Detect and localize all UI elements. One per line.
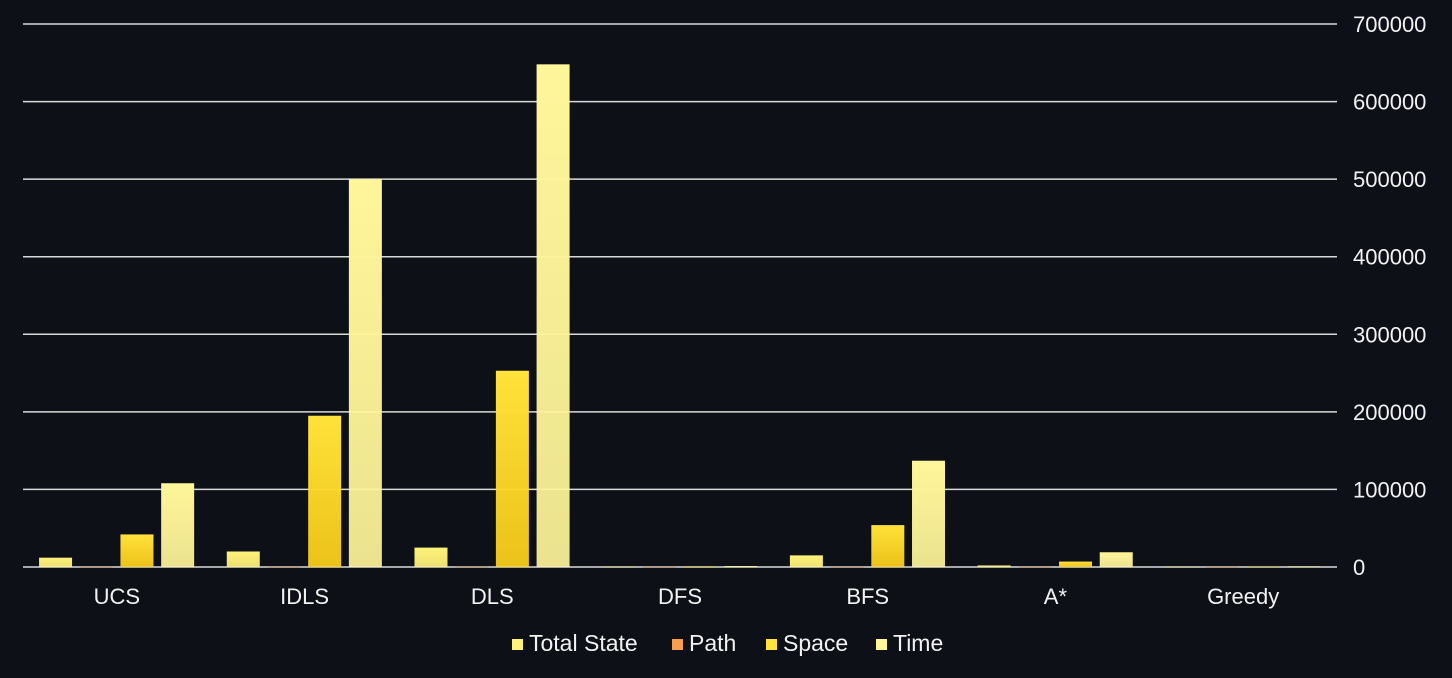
- x-tick-label: IDLS: [280, 584, 329, 609]
- legend-swatch: [766, 639, 777, 650]
- y-tick-label: 300000: [1353, 322, 1426, 347]
- legend: Total State Path Space Time: [512, 630, 943, 656]
- bar-path-a: [1018, 566, 1052, 568]
- y-tick-label: 0: [1353, 555, 1365, 580]
- x-tick-label: DLS: [471, 584, 514, 609]
- bar-path-dfs: [642, 566, 676, 568]
- bar-total-state-ucs: [39, 557, 73, 567]
- bars: [39, 64, 1321, 568]
- x-tick-label: UCS: [94, 584, 140, 609]
- bar-space-a: [1059, 561, 1093, 567]
- legend-item-space: Space: [766, 630, 848, 656]
- x-tick-label: A*: [1044, 584, 1068, 609]
- bar-total-state-bfs: [789, 555, 823, 567]
- x-tick-label: BFS: [846, 584, 889, 609]
- y-tick-label: 400000: [1353, 245, 1426, 270]
- bar-time-a: [1099, 552, 1133, 567]
- bar-path-idls: [267, 566, 301, 568]
- bar-space-ucs: [120, 534, 154, 567]
- bar-space-dls: [495, 370, 529, 567]
- legend-label: Path: [689, 630, 736, 656]
- legend-swatch: [876, 639, 887, 650]
- legend-label: Space: [783, 630, 848, 656]
- bar-time-bfs: [912, 460, 946, 567]
- bar-time-dfs: [724, 566, 758, 567]
- x-tick-label: DFS: [658, 584, 702, 609]
- bar-path-greedy: [1206, 566, 1240, 568]
- y-tick-label: 600000: [1353, 90, 1426, 115]
- bar-path-bfs: [830, 566, 864, 568]
- legend-swatch: [512, 639, 523, 650]
- x-axis: UCS IDLS DLS DFS BFS A* Greedy: [94, 584, 1280, 609]
- legend-swatch: [672, 639, 683, 650]
- y-axis: 0 100000 200000 300000 400000 500000 600000 700…: [1353, 12, 1426, 580]
- bar-total-state-idls: [226, 551, 260, 567]
- y-tick-label: 700000: [1353, 12, 1426, 37]
- bar-total-state-dfs: [602, 566, 636, 568]
- bar-space-idls: [308, 415, 342, 567]
- bar-space-bfs: [871, 525, 905, 567]
- bar-path-dls: [455, 566, 489, 568]
- bar-total-state-a: [977, 565, 1011, 567]
- bar-time-dls: [536, 64, 570, 567]
- legend-item-path: Path: [672, 630, 736, 656]
- gridlines: [23, 23, 1337, 568]
- legend-label: Total State: [529, 630, 638, 656]
- legend-item-total-state: Total State: [512, 630, 638, 656]
- legend-item-time: Time: [876, 630, 943, 656]
- y-tick-label: 100000: [1353, 477, 1426, 502]
- bar-space-dfs: [683, 566, 717, 567]
- y-tick-label: 500000: [1353, 167, 1426, 192]
- bar-total-state-dls: [414, 547, 448, 567]
- legend-label: Time: [893, 630, 943, 656]
- bar-path-ucs: [79, 566, 113, 568]
- y-tick-label: 200000: [1353, 400, 1426, 425]
- bar-space-greedy: [1246, 566, 1280, 568]
- bar-time-idls: [348, 179, 382, 567]
- bar-time-ucs: [161, 483, 195, 567]
- bar-time-greedy: [1287, 566, 1321, 567]
- x-tick-label: Greedy: [1207, 584, 1279, 609]
- bar-total-state-greedy: [1165, 566, 1199, 568]
